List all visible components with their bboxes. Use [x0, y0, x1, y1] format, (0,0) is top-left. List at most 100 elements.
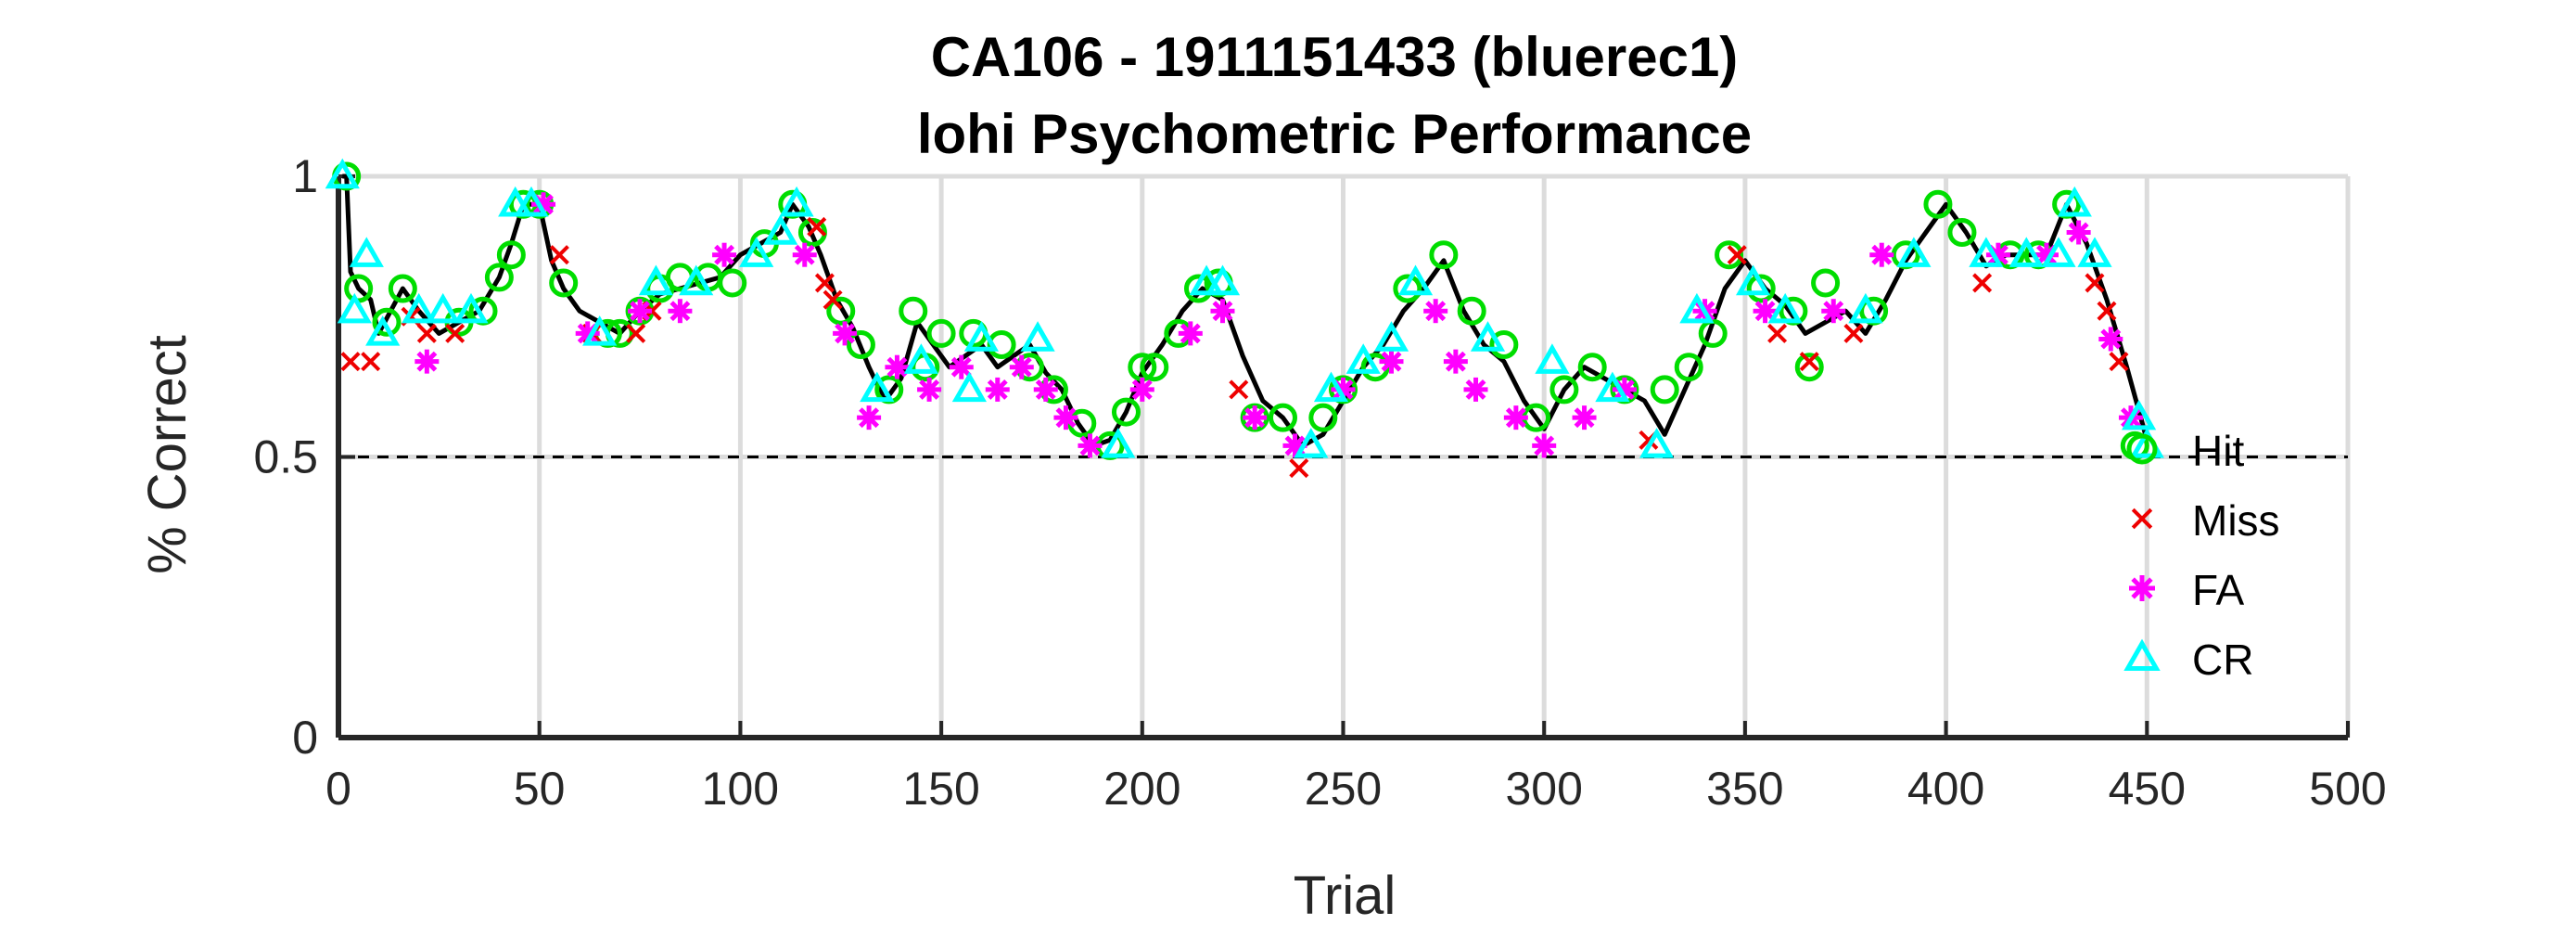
fa-point-23-ray-3	[1381, 351, 1402, 372]
fa-point-27	[1503, 405, 1528, 430]
cr-point-18	[963, 321, 1000, 352]
fa-point-7	[833, 321, 858, 346]
hit-point-46	[1457, 296, 1486, 326]
hit-point-7	[496, 240, 526, 270]
fa-point-20	[1243, 405, 1268, 430]
cr-point-21	[1189, 264, 1224, 296]
x-tick-label-5: 250	[1305, 763, 1382, 815]
fa-point-25-ray-3	[1445, 351, 1466, 372]
cr-point-33	[1735, 264, 1771, 296]
fa-point-15-ray-3	[1055, 407, 1077, 429]
hit-point-56	[1746, 274, 1776, 303]
fa-point-5-ray-3	[714, 244, 735, 265]
fa-point-33	[1821, 299, 1846, 324]
fa-point-8-ray-3	[859, 407, 880, 429]
cr-point-16	[903, 343, 939, 374]
fa-point-5	[712, 242, 737, 267]
x-tick-label-1: 50	[514, 763, 566, 815]
miss-point-7-stroke-b	[626, 323, 646, 343]
miss-point-3-stroke-b	[416, 323, 437, 343]
fa-point-37	[2066, 220, 2091, 245]
cr-point-37	[1969, 237, 2004, 267]
fa-point-25	[1443, 349, 1468, 374]
hit-point-58	[1794, 353, 1824, 382]
cr-point-23	[1294, 428, 1329, 458]
cr-point-15	[860, 371, 895, 403]
fa-point-6	[792, 242, 817, 267]
cr-point-22	[1205, 264, 1241, 296]
legend-label-hit: Hit	[2192, 427, 2244, 475]
fa-point-12	[985, 377, 1010, 402]
fa-point-37-ray-3	[2068, 222, 2089, 243]
fa-point-30-ray-3	[1613, 379, 1635, 400]
fa-point-21-ray-3	[1284, 435, 1306, 456]
miss-point-19	[1972, 273, 1993, 293]
cr-point-24	[1313, 371, 1349, 403]
cr-point-26	[1373, 321, 1409, 352]
hit-point-40	[1268, 403, 1297, 432]
plot-axes	[336, 174, 2350, 740]
cr-point-34	[1767, 292, 1803, 324]
fa-point-29-ray-3	[1574, 407, 1595, 429]
cr-point-30	[1595, 371, 1630, 403]
fa-point-20-ray-3	[1244, 407, 1266, 429]
x-tick-label-8: 400	[1907, 763, 1984, 815]
data-markers	[325, 158, 2164, 479]
fa-point-24-ray-3	[1425, 301, 1447, 322]
cr-point-39	[2041, 237, 2076, 267]
cr-point-36	[1896, 237, 1932, 267]
hit-point-55	[1715, 240, 1744, 270]
x-tick-label-6: 300	[1505, 763, 1582, 815]
miss-point-13	[1289, 458, 1309, 479]
fa-point-32-ray-3	[1754, 301, 1776, 322]
fa-point-10	[917, 377, 942, 402]
cr-point-41	[2077, 237, 2112, 267]
hit-point-50	[1577, 353, 1607, 382]
miss-point-18	[1843, 323, 1864, 343]
miss-point-19-stroke-b	[1972, 273, 1993, 293]
miss-point-12-stroke-b	[1229, 379, 1249, 400]
cr-point-7	[498, 186, 533, 217]
fa-point-16-ray-3	[1079, 435, 1101, 456]
legend-marker-cr	[2123, 638, 2161, 671]
miss-point-0	[340, 352, 361, 372]
hit-point-6	[484, 263, 514, 292]
miss-point-5-stroke-b	[549, 245, 569, 265]
hit-point-62	[1923, 189, 1953, 219]
fa-point-19-ray-3	[1212, 301, 1233, 322]
cr-point-32	[1679, 292, 1715, 324]
legend-marker-hit	[2126, 433, 2158, 465]
fa-point-0-ray-3	[416, 351, 438, 372]
cr-point-40	[2057, 186, 2092, 217]
fa-point-24	[1423, 299, 1448, 324]
fa-point-3	[628, 299, 653, 324]
fa-point-34	[1869, 242, 1894, 267]
fa-point-4	[668, 299, 693, 324]
cr-point-3	[365, 315, 401, 346]
cr-point-10	[638, 264, 674, 296]
x-tick-label-9: 450	[2109, 763, 2186, 815]
hit-point-10	[549, 268, 579, 298]
cr-point-14	[779, 186, 814, 217]
fa-point-26	[1463, 377, 1488, 402]
chart-title: CA106 - 1911151433 (bluerec1)	[931, 26, 1739, 88]
miss-point-22	[2109, 352, 2129, 372]
cr-point-27	[1397, 264, 1434, 296]
performance-line	[342, 173, 2149, 448]
miss-point-21	[2097, 301, 2117, 321]
miss-point-18-stroke-b	[1843, 323, 1864, 343]
cr-point-5	[426, 292, 461, 324]
hit-point-45	[1429, 240, 1459, 270]
x-tick-label-4: 200	[1103, 763, 1180, 815]
tick-labels: 0 50 100 150 200 250 300 350 400 450 500 0 0.5 1	[253, 150, 2386, 815]
legend-marker-miss	[2131, 507, 2153, 530]
fa-point-8	[857, 405, 882, 430]
miss-point-16-stroke-b	[1767, 323, 1788, 343]
hit-point-49	[1549, 375, 1579, 405]
fa-point-22-ray-3	[1333, 379, 1354, 400]
cr-point-29	[1535, 343, 1570, 374]
fa-point-26-ray-3	[1465, 379, 1486, 400]
legend: Hit Miss FA CR	[2123, 427, 2280, 684]
fa-point-0	[414, 349, 440, 374]
legend-marker-fa	[2129, 575, 2155, 601]
